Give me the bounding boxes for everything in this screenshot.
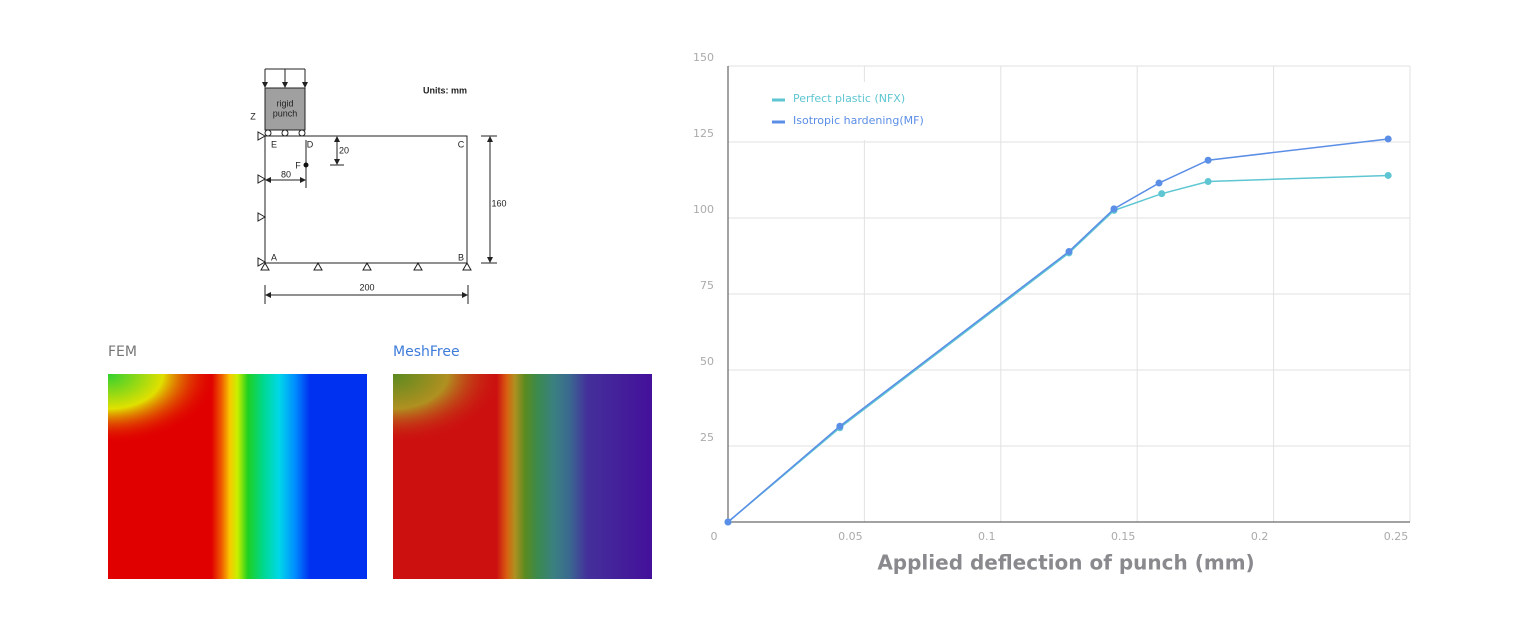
bottom-supports bbox=[260, 261, 472, 271]
units: Units: mm bbox=[423, 85, 467, 95]
x-tick-label: 0 bbox=[711, 530, 718, 543]
legend-box bbox=[752, 82, 962, 140]
y-tick-label: 150 bbox=[693, 51, 714, 64]
point-label: Z bbox=[250, 111, 256, 121]
series-line bbox=[727, 174, 1389, 523]
point-f bbox=[303, 162, 309, 168]
x-tick-label: 0.2 bbox=[1251, 530, 1269, 543]
series-line bbox=[727, 138, 1389, 523]
y-tick-label: 25 bbox=[700, 431, 714, 444]
data-point bbox=[836, 422, 844, 430]
y-tick-label: 50 bbox=[700, 355, 714, 368]
dim-label: 200 bbox=[359, 282, 374, 292]
x-tick-label: 0.15 bbox=[1111, 530, 1136, 543]
data-point bbox=[1204, 178, 1212, 186]
punch-label: rigid bbox=[276, 98, 293, 108]
point-label: C bbox=[458, 139, 465, 149]
point-label: E bbox=[271, 139, 277, 149]
x-tick-label: 0.25 bbox=[1384, 530, 1409, 543]
panel-title: MeshFree bbox=[393, 344, 460, 360]
y-tick-label: 125 bbox=[693, 127, 714, 140]
y-tick-label: 75 bbox=[700, 279, 714, 292]
point-label: D bbox=[307, 139, 314, 149]
data-point bbox=[1384, 171, 1392, 179]
x-tick-label: 0.05 bbox=[838, 530, 863, 543]
punch bbox=[264, 87, 306, 131]
dim-label: 20 bbox=[339, 145, 349, 155]
panel-title: FEM bbox=[108, 344, 137, 360]
y-tick-label: 100 bbox=[693, 203, 714, 216]
data-point bbox=[1155, 179, 1163, 187]
x-axis-title: Applied deflection of punch (mm) bbox=[877, 551, 1254, 575]
fem-contour-corner bbox=[108, 374, 218, 444]
point-label: B bbox=[458, 252, 464, 262]
data-point bbox=[1158, 190, 1166, 198]
domain bbox=[264, 135, 468, 264]
roller bbox=[281, 129, 289, 137]
point-label: F bbox=[295, 160, 301, 170]
data-point bbox=[1384, 135, 1392, 143]
meshfree-contour-corner bbox=[393, 374, 503, 444]
data-point bbox=[1065, 247, 1073, 255]
roller bbox=[264, 129, 272, 137]
dim-label: 80 bbox=[281, 169, 291, 179]
point-label: A bbox=[271, 252, 277, 262]
data-point bbox=[1204, 156, 1212, 164]
x-tick-label: 0.1 bbox=[978, 530, 996, 543]
data-point bbox=[1110, 205, 1118, 213]
legend-label: Isotropic hardening(MF) bbox=[793, 114, 924, 127]
legend-label: Perfect plastic (NFX) bbox=[793, 92, 905, 105]
problem-diagram: Units: mm rigid punch Z E D C F A B 20 8… bbox=[250, 68, 507, 304]
punch-label: punch bbox=[273, 108, 298, 118]
roller bbox=[298, 129, 306, 137]
data-point bbox=[724, 518, 732, 526]
left-supports bbox=[257, 131, 267, 267]
dim-label: 160 bbox=[491, 198, 506, 208]
